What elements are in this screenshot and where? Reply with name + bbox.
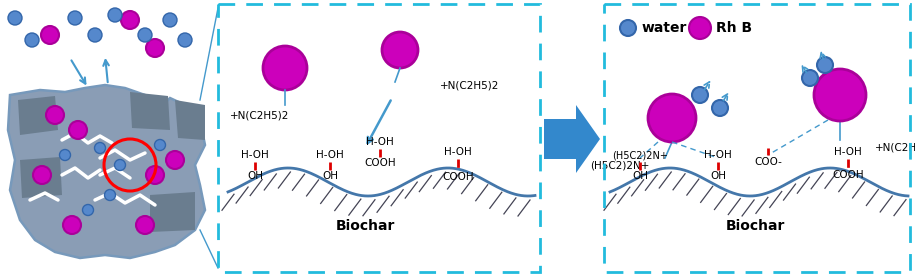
- Circle shape: [33, 166, 51, 184]
- Circle shape: [163, 13, 177, 27]
- Circle shape: [712, 100, 728, 116]
- Circle shape: [46, 106, 64, 124]
- Circle shape: [88, 28, 102, 42]
- Circle shape: [136, 216, 154, 234]
- Text: H-OH: H-OH: [316, 150, 344, 160]
- Circle shape: [114, 160, 125, 170]
- Circle shape: [263, 46, 307, 90]
- Text: (H5C2)2N+: (H5C2)2N+: [590, 160, 650, 170]
- Text: COO-: COO-: [754, 157, 782, 167]
- Circle shape: [146, 39, 164, 57]
- Text: H-OH: H-OH: [444, 147, 472, 157]
- Polygon shape: [150, 192, 195, 232]
- Circle shape: [104, 190, 115, 200]
- Polygon shape: [175, 100, 205, 140]
- Text: H-OH: H-OH: [242, 150, 269, 160]
- Polygon shape: [544, 105, 600, 173]
- Circle shape: [94, 143, 105, 153]
- Circle shape: [620, 20, 636, 36]
- Polygon shape: [20, 157, 62, 198]
- Text: COOH: COOH: [442, 172, 474, 182]
- Text: +N(C2H5)2: +N(C2H5)2: [875, 143, 915, 153]
- Text: (H5C2)2N+: (H5C2)2N+: [612, 150, 668, 160]
- Text: water: water: [642, 21, 687, 35]
- Text: H-OH: H-OH: [834, 147, 862, 157]
- Circle shape: [82, 205, 93, 215]
- Text: OH: OH: [247, 171, 263, 181]
- Circle shape: [41, 26, 59, 44]
- Circle shape: [8, 11, 22, 25]
- Circle shape: [648, 94, 696, 142]
- Text: OH: OH: [710, 171, 726, 181]
- Text: +N(C2H5)2: +N(C2H5)2: [231, 110, 290, 120]
- Polygon shape: [18, 96, 58, 135]
- Circle shape: [178, 33, 192, 47]
- Text: H-OH: H-OH: [366, 137, 393, 147]
- Text: Biochar: Biochar: [726, 219, 785, 233]
- Circle shape: [802, 70, 818, 86]
- Bar: [604, 4, 910, 272]
- Circle shape: [817, 57, 833, 73]
- Text: OH: OH: [322, 171, 338, 181]
- Circle shape: [166, 151, 184, 169]
- Text: COOH: COOH: [832, 170, 864, 180]
- Bar: [218, 4, 540, 272]
- Circle shape: [138, 28, 152, 42]
- Text: +N(C2H5)2: +N(C2H5)2: [440, 80, 500, 90]
- Polygon shape: [130, 92, 170, 130]
- Circle shape: [692, 87, 708, 103]
- Text: COOH: COOH: [364, 158, 396, 168]
- Polygon shape: [8, 85, 205, 258]
- Circle shape: [382, 32, 418, 68]
- Circle shape: [155, 140, 166, 150]
- Text: H-OH: H-OH: [705, 150, 732, 160]
- Circle shape: [146, 166, 164, 184]
- Circle shape: [63, 216, 81, 234]
- Circle shape: [689, 17, 711, 39]
- Circle shape: [69, 121, 87, 139]
- Circle shape: [814, 69, 866, 121]
- Circle shape: [25, 33, 39, 47]
- Text: Biochar: Biochar: [335, 219, 394, 233]
- Circle shape: [68, 11, 82, 25]
- Circle shape: [121, 11, 139, 29]
- Circle shape: [59, 150, 70, 160]
- Circle shape: [108, 8, 122, 22]
- Text: OH: OH: [632, 171, 648, 181]
- Text: Rh B: Rh B: [716, 21, 752, 35]
